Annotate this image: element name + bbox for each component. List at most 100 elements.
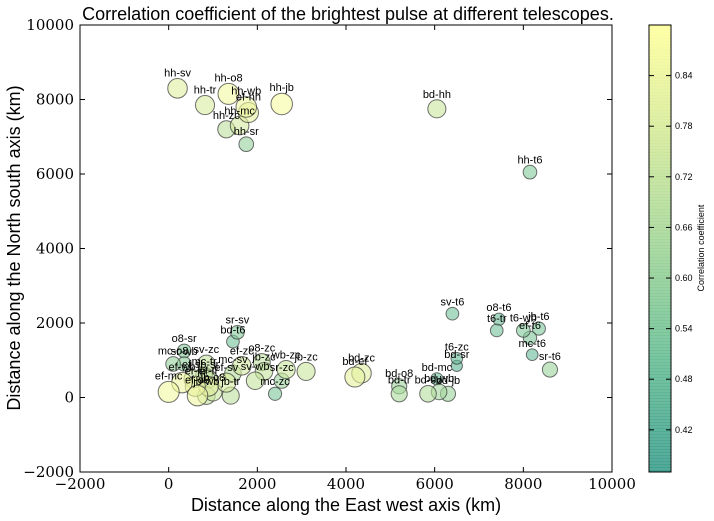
colorbar-tick-label: 0.72	[675, 172, 693, 182]
point-label-ef-sr: ef-sr	[182, 359, 204, 371]
data-point-t6-wb	[516, 323, 531, 338]
point-label-wb-zc: wb-zc	[271, 350, 301, 362]
point-label-bd-wb: bd-wb	[424, 373, 454, 385]
point-label-hh-jb: hh-jb	[269, 82, 293, 94]
point-label-ef-hh: ef-hh	[236, 92, 261, 104]
point-label-mc-tr: mc-tr	[192, 356, 217, 368]
data-point-ef-o8	[186, 384, 209, 407]
colorbar-label: Correlation coefficient	[696, 204, 706, 291]
data-point-sr-t6	[541, 361, 558, 378]
point-label-hh-sv: hh-sv	[164, 68, 191, 80]
plot-area	[80, 25, 612, 472]
data-point-mc-o8	[165, 356, 181, 372]
point-label-jb-o8: jb-o8	[200, 372, 225, 384]
point-label-hh-zc: hh-zc	[213, 110, 240, 122]
colorbar-tick-label: 0.60	[675, 273, 693, 283]
x-tick-label: 8000	[504, 475, 542, 493]
data-point-hh-o8	[217, 82, 240, 105]
y-tick-label: 6000	[36, 165, 74, 183]
y-tick-label: 0	[64, 389, 74, 407]
data-point-sv-wb	[245, 371, 265, 391]
data-point-wb-zc	[276, 360, 296, 380]
data-point-hh-sr	[238, 136, 255, 153]
point-label-mc-o8: mc-o8	[158, 346, 189, 358]
data-point-bd-hh	[427, 99, 447, 119]
data-point-hh-jb	[270, 92, 293, 116]
x-tick-label: 4000	[327, 475, 365, 493]
point-label-hh-mc: hh-mc	[224, 105, 255, 117]
point-label-ef-wb: ef-wb	[169, 361, 196, 373]
colorbar-tick-label: 0.78	[675, 121, 693, 131]
point-label-bd-t6: bd-t6	[220, 324, 245, 336]
data-point-mc-t6	[525, 348, 539, 362]
point-label-sr-zc: sr-zc	[270, 362, 294, 374]
point-label-o8-t6: o8-t6	[486, 302, 511, 314]
y-tick-label: 2000	[36, 314, 74, 332]
y-tick-label: 8000	[36, 91, 74, 109]
colorbar-ticks: 0.42 0.48 0.54 0.60 0.66 0.72 0.78 0.84	[649, 71, 693, 435]
point-label-bd-mc: bd-mc	[422, 362, 453, 374]
point-label-ef-o8: ef-o8	[185, 374, 210, 386]
data-point-hh-sv	[167, 78, 188, 99]
point-label-ef-t6: ef-t6	[519, 320, 541, 332]
colorbar-stripes	[649, 27, 671, 470]
data-point-bd-tr	[390, 385, 408, 403]
point-label-o8-sr: o8-sr	[172, 333, 197, 345]
point-label-jb-tr: jb-tr	[220, 376, 240, 388]
point-label-hh-sr: hh-sr	[234, 126, 259, 138]
data-point-t6-tr	[489, 323, 504, 338]
data-point-jb-zc	[296, 361, 316, 381]
point-label-ef-jb: ef-jb	[185, 365, 206, 377]
x-tick-label: 6000	[416, 475, 454, 493]
point-label-jb-wb: jb-wb	[192, 376, 219, 388]
data-point-ef-mc	[157, 380, 180, 403]
point-label-bd-ef: bd-ef	[342, 356, 368, 368]
point-label-hh-wb: hh-wb	[231, 86, 261, 98]
point-label-t6-zc: t6-zc	[445, 342, 469, 354]
point-label-sv-zc: sv-zc	[194, 344, 220, 356]
y-axis-label: Distance along the North south axis (km)	[4, 85, 24, 410]
point-label-t6-wb: t6-wb	[510, 313, 537, 325]
point-label-bd-o8: bd-o8	[385, 368, 413, 380]
y-tick-label: 10000	[26, 16, 74, 34]
data-point-sr-sv	[230, 324, 245, 340]
y-tick-label: −2000	[23, 463, 74, 481]
point-label-jb-zc: jb-zc	[251, 352, 276, 364]
colorbar-tick-label: 0.66	[675, 222, 693, 232]
point-label-sv-wb: sv-wb	[241, 361, 270, 373]
data-point-jb-t6	[531, 321, 546, 336]
point-label-ef-mc: ef-mc	[155, 370, 183, 382]
point-label-mc-t6: mc-t6	[518, 338, 546, 350]
data-point-t6-zc	[450, 352, 464, 365]
data-point-ef-zc	[232, 356, 252, 376]
point-label-jb-sr: jb-sr	[197, 359, 220, 371]
point-label-ef-sv: ef-sv	[214, 362, 238, 374]
data-point-hh-wb	[235, 96, 258, 118]
point-label-bd-sv: bd-sv	[415, 374, 442, 386]
point-label-bd-hh: bd-hh	[423, 89, 451, 101]
x-tick-label: 0	[164, 475, 174, 493]
data-point-hh-tr	[194, 95, 216, 116]
point-label-bd-zc: bd-zc	[348, 353, 375, 365]
data-point-bd-ef	[344, 366, 366, 388]
point-label-bd-tr: bd-tr	[388, 375, 411, 387]
data-point-sv-t6	[445, 306, 460, 321]
points-layer	[157, 78, 558, 407]
point-label-sr-sv: sr-sv	[225, 314, 249, 326]
data-point-hh-t6	[522, 164, 538, 180]
data-point-bd-sv	[419, 384, 437, 403]
point-label-bd-sr: bd-sr	[444, 349, 469, 361]
point-label-t6-tr: t6-tr	[487, 313, 507, 325]
colorbar-tick-label: 0.48	[675, 374, 693, 384]
x-tick-label: −2000	[55, 475, 106, 493]
chart-title: Correlation coefficient of the brightest…	[82, 4, 614, 24]
colorbar	[648, 24, 672, 473]
point-label-mc-zc: mc-zc	[260, 376, 290, 388]
point-label-o8-zc: o8-zc	[248, 343, 275, 355]
point-label-ef-zc: ef-zc	[230, 346, 254, 358]
point-label-mc-sv: mc-sv	[218, 354, 248, 366]
colorbar-tick-label: 0.54	[675, 324, 693, 334]
point-label-jb-t6: jb-t6	[527, 311, 549, 323]
point-label-jb-zc: jb-zc	[293, 351, 318, 363]
